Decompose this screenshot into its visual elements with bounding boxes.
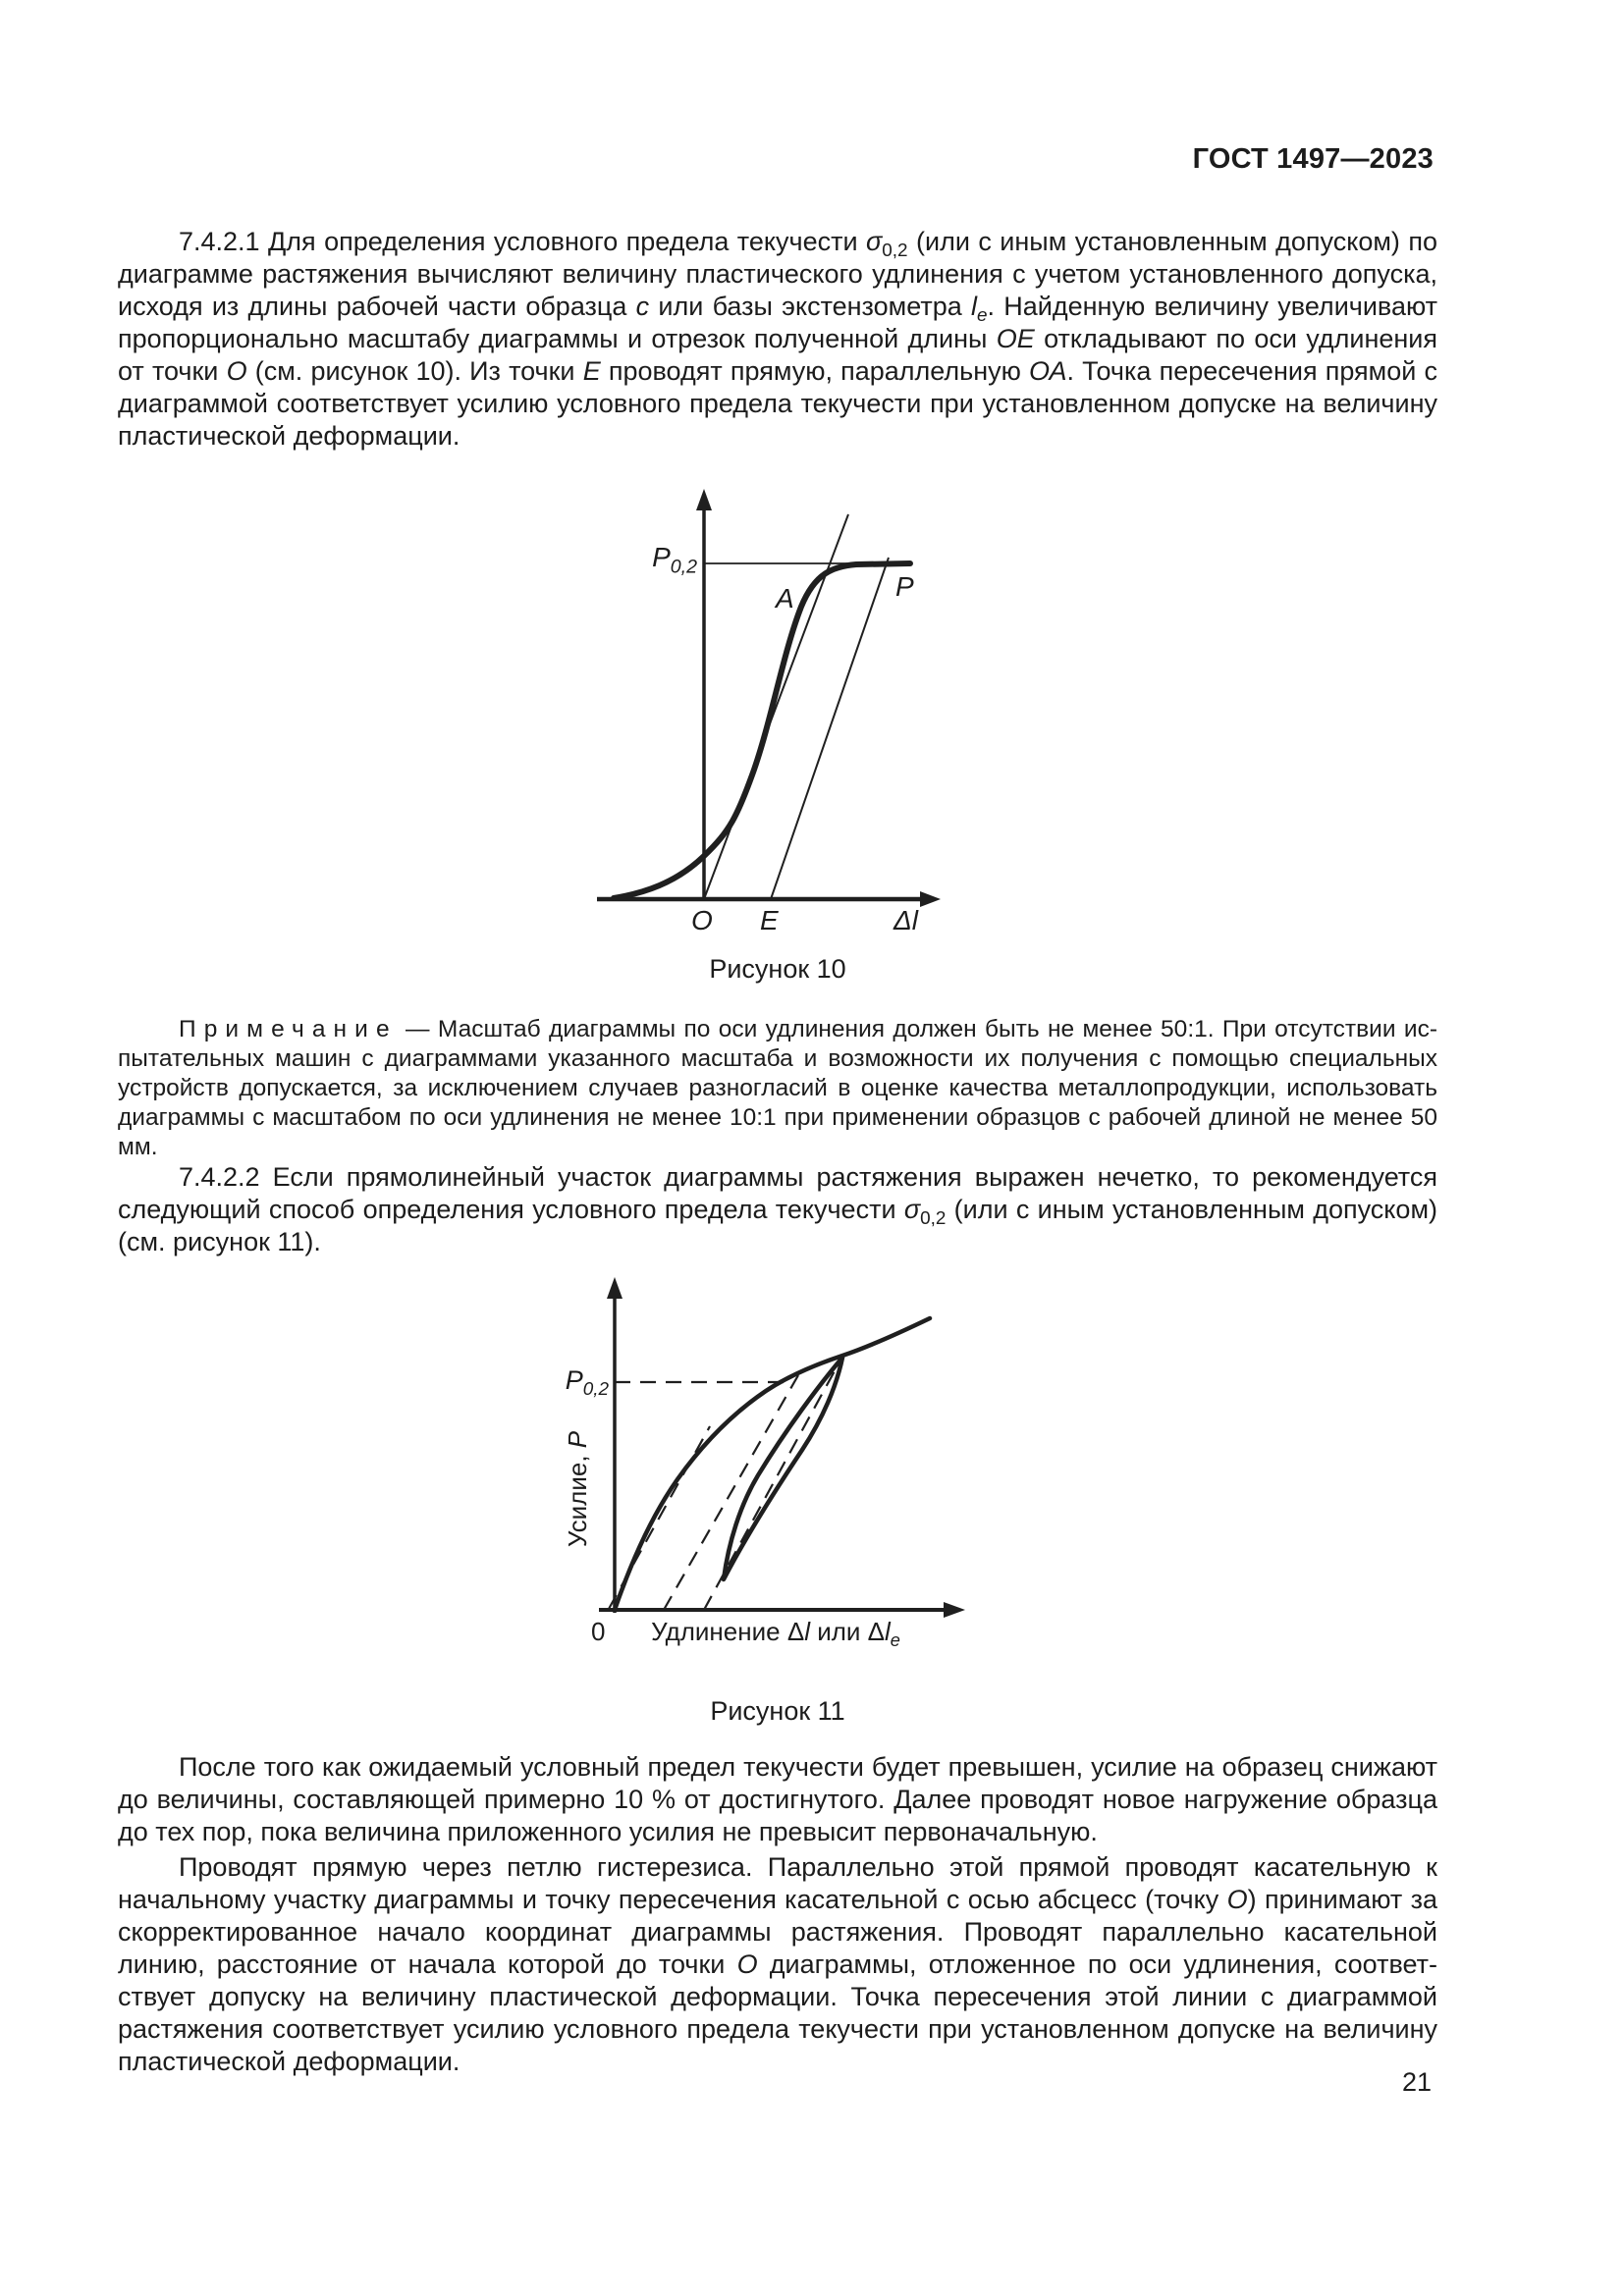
paragraph-7-4-2-2: 7.4.2.2 Если прямолинейный участок диагр… xyxy=(118,1162,1437,1256)
fig10-y-axis-arrow xyxy=(696,489,712,510)
fig10-tension-curve xyxy=(611,561,913,901)
fig11-tension-curve xyxy=(612,1315,933,1613)
note-text: — Масштаб диаграммы по оси удлинения дол… xyxy=(118,1016,1437,1160)
fig11-label-y-axis: Усилие, P xyxy=(563,1430,592,1548)
page-number: 21 xyxy=(1401,2067,1432,2097)
fig11-loop-dashed xyxy=(703,1356,843,1611)
fig10-line-oa xyxy=(703,513,849,900)
figure-10: P0,2 А Р О Е Δl xyxy=(589,485,1051,946)
fig10-label-point-p: Р xyxy=(895,571,914,602)
fig10-label-point-a: А xyxy=(776,583,794,614)
fig11-y-axis-arrow xyxy=(607,1277,623,1299)
paragraph-7-4-2-1: 7.4.2.1 Для определения условного предел… xyxy=(118,227,1438,451)
doc-code-header: ГОСТ 1497—2023 xyxy=(1192,143,1434,175)
fig10-label-x-axis: Δl xyxy=(893,905,919,935)
fig10-line-ep xyxy=(770,557,890,900)
fig11-x-axis-arrow xyxy=(944,1602,965,1618)
fig10-x-axis-arrow xyxy=(920,891,941,907)
fig11-offset-dashed xyxy=(663,1374,799,1611)
fig11-label-x-axis: Удлинение Δl или Δle xyxy=(651,1617,900,1650)
paragraph-hysteresis: Проводят прямую через петлю гистерезиса.… xyxy=(118,1852,1437,2076)
figure-11: P0,2 0 Удлинение Δl или Δle Усилие, P xyxy=(560,1271,1001,1669)
figure-11-caption: Рисунок 11 xyxy=(710,1696,845,1726)
note-label: Примечание xyxy=(179,1016,398,1042)
figure-10-diagram xyxy=(597,489,941,907)
fig11-hysteresis-loop xyxy=(721,1355,845,1582)
fig11-label-p02: P0,2 xyxy=(565,1365,609,1401)
fig10-label-p02: P0,2 xyxy=(652,542,697,578)
fig11-label-zero: 0 xyxy=(591,1617,606,1646)
figure-10-caption: Рисунок 10 xyxy=(709,954,846,984)
paragraph-unloading: После того как ожидаемый условный предел… xyxy=(118,1752,1437,1846)
fig10-label-point-o: О xyxy=(691,905,713,935)
note-paragraph: Примечание — Масштаб диаграммы по оси уд… xyxy=(118,1015,1437,1162)
fig10-label-point-e: Е xyxy=(760,905,779,935)
figure-11-diagram xyxy=(599,1277,965,1618)
